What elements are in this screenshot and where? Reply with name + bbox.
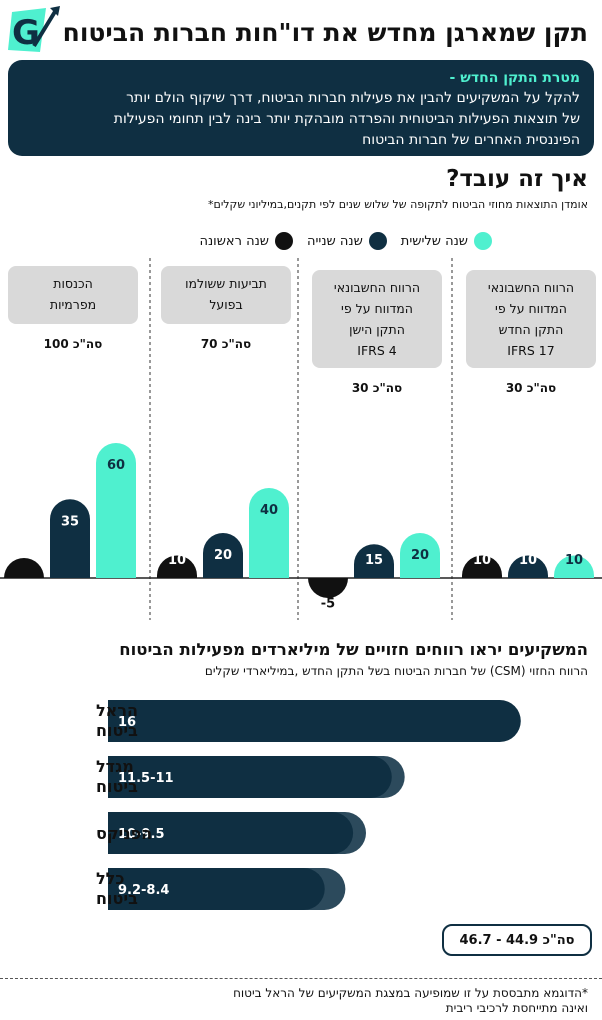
- group-label-line: המדווח על פי: [495, 301, 567, 316]
- section-title-csm: המשקיעים יראו רווחים חזויים של מיליארדים…: [119, 640, 588, 659]
- group-total-label: סה"כ 30: [352, 381, 402, 395]
- group-label-box: [161, 266, 291, 324]
- csm-total-badge: סה"כ 44.9 - 46.7: [442, 924, 592, 956]
- goal-box: מטרת התקן החדש - להקל על המשקיעים להבין …: [8, 60, 594, 156]
- bar: [462, 555, 502, 578]
- bar-value-label: 16: [118, 715, 136, 730]
- category-label: ביטוח: [96, 777, 138, 796]
- goal-text-line: להקל על המשקיעים להבין את פעילות חברות ה…: [126, 90, 580, 106]
- bar: [108, 868, 325, 910]
- bar-chart-years: הכנסות מפרמיות סה"כ 100 35 60 תביעות ששולמו בפ…: [0, 258, 602, 620]
- category-label: כלל: [96, 869, 124, 888]
- group-total-label: סה"כ 30: [506, 381, 556, 395]
- bar-value-label: 10: [168, 553, 186, 568]
- group-label-line: בפועל: [209, 297, 242, 312]
- group-label-line: התקן הישן: [349, 322, 405, 337]
- bar-value-label: 10: [519, 553, 537, 568]
- bar: [157, 555, 197, 578]
- bar-value-label: -5: [321, 596, 335, 611]
- group-label-line: IFRS 17: [507, 343, 554, 358]
- bar-chart-csm: 16הראלביטוח11.5-11מגדלביטוח10-9.5הפניקס9…: [96, 700, 521, 910]
- group-label-line: IFRS 4: [357, 343, 396, 358]
- category-label: הפניקס: [96, 824, 152, 843]
- category-label: הראל: [96, 701, 138, 720]
- category-label: ביטוח: [96, 889, 138, 908]
- legend-swatch-year1: [275, 232, 294, 250]
- bar: [249, 488, 289, 578]
- bar-value-label: 10-9.5: [118, 827, 165, 842]
- logo-icon: G: [8, 6, 60, 53]
- group-label-line: הכנסות: [53, 276, 93, 291]
- category-label: מגדל: [96, 757, 134, 776]
- category-label: ביטוח: [96, 721, 138, 740]
- group-label-box: [8, 266, 138, 324]
- group-total-label: סה"כ 70: [201, 337, 251, 351]
- bar: [203, 533, 243, 578]
- goal-text-line: של תוצאות הפעילות הביטוחית והפרדה מובהקת…: [113, 111, 580, 127]
- section-subtitle-how: אומדן התוצאות מחוזי הביטוח לתקופה של שלו…: [208, 198, 588, 211]
- section-title-how: איך זה עובד?: [446, 166, 588, 192]
- bar-value-label: 60: [107, 458, 125, 473]
- legend-label: שנה שנייה: [307, 233, 363, 249]
- bar: [354, 544, 394, 578]
- bar: [108, 812, 354, 854]
- group-label-line: הרווח החשבונאי: [334, 280, 420, 295]
- group-label-line: תביעות ששולמו: [185, 276, 267, 291]
- footnote-line: ואינה מתייחסת לרכיבי ריבית: [445, 1001, 588, 1015]
- bar: [400, 533, 440, 578]
- bar: [108, 700, 521, 742]
- logo-letter: G: [12, 13, 40, 53]
- legend-label: שנה שלישית: [400, 233, 468, 249]
- footnote: *הדוגמא מתבססת על זו שמופיעה במצגת המשקי…: [233, 986, 588, 1016]
- bar-value-label: 10: [473, 553, 491, 568]
- legend-swatch-year3: [474, 232, 492, 250]
- chart-legend: שנה שלישית שנה שנייה שנה ראשונה: [199, 232, 492, 250]
- legend-item-year1: שנה ראשונה: [199, 232, 294, 250]
- legend-swatch-year2: [368, 232, 387, 250]
- legend-item-year3: שנה שלישית: [401, 232, 492, 250]
- group-label-line: מפרמיות: [50, 297, 96, 312]
- group-label-line: הרווח החשבונאי: [488, 280, 574, 295]
- bar: [4, 558, 44, 578]
- footnote-divider: [0, 978, 602, 979]
- bar-value-label: 35: [61, 514, 79, 529]
- bar: [96, 443, 136, 578]
- group-label-line: המדווח על פי: [341, 301, 413, 316]
- bar: [108, 756, 392, 798]
- bar: [308, 578, 348, 598]
- goal-text-line: הפיננסית האחרים של חברות הביטוח: [362, 132, 580, 148]
- bar-value-label: 11.5-11: [118, 771, 174, 786]
- group-label-line: התקן החדש: [499, 322, 564, 337]
- bar-value-label: 20: [411, 548, 429, 563]
- bar-value-label: 40: [260, 503, 278, 518]
- legend-label: שנה ראשונה: [199, 233, 270, 249]
- bar-value-label: 9.2-8.4: [118, 883, 169, 898]
- bar: [50, 499, 90, 578]
- bar: [508, 555, 548, 578]
- bar: [554, 555, 594, 578]
- bar-value-label: 10: [565, 553, 583, 568]
- group-label-box: [466, 270, 596, 368]
- group-label-box: [312, 270, 442, 368]
- footnote-line: *הדוגמא מתבססת על זו שמופיעה במצגת המשקי…: [233, 986, 588, 1000]
- page-title: תקן שמארגן מחדש את דו"חות חברות הביטוח: [62, 18, 588, 47]
- group-total-label: סה"כ 100: [44, 337, 103, 351]
- goal-title: מטרת התקן החדש -: [449, 70, 580, 86]
- legend-item-year2: שנה שנייה: [307, 232, 387, 250]
- bar-value-label: 20: [214, 548, 232, 563]
- bar-value-label: 15: [365, 553, 383, 568]
- section-subtitle-csm: הרווח החזוי (CSM) של חברות הביטוח בשל הת…: [204, 664, 588, 678]
